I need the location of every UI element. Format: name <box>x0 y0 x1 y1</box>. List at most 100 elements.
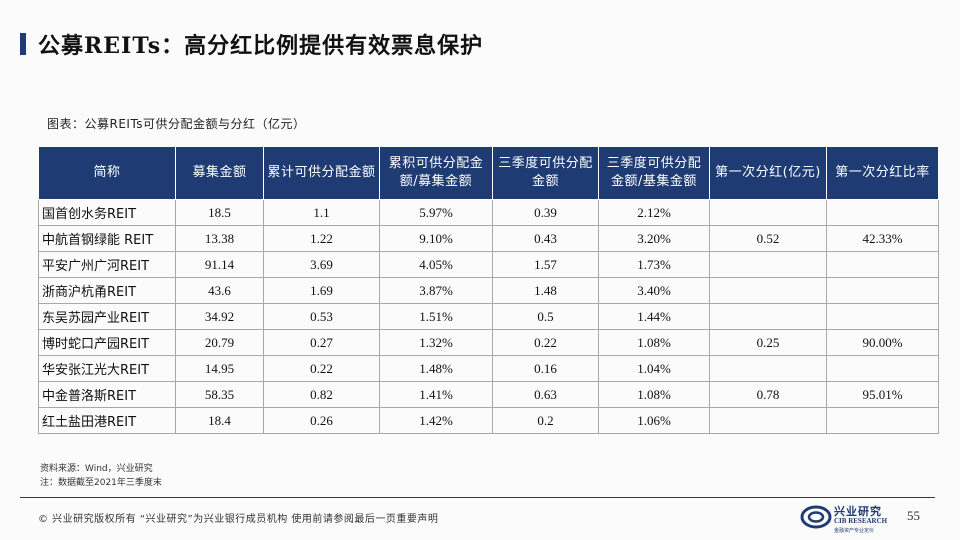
header-first-dividend-ratio: 第一次分红比率 <box>826 146 939 200</box>
cell-cumulative: 0.53 <box>263 303 380 330</box>
cell-cumulative: 0.82 <box>263 381 380 408</box>
table-row: 中航首钢绿能 REIT 13.38 1.22 9.10% 0.43 3.20% 0.52 42… <box>38 225 939 252</box>
reits-table: 简称 募集金额 累计可供分配金额 累积可供分配金额/募集金额 三季度可供分配金额… <box>38 146 939 434</box>
cell-q3-ratio: 1.08% <box>598 329 710 356</box>
cell-q3: 1.48 <box>492 277 599 304</box>
cib-logo-icon <box>800 505 832 529</box>
cell-first-dividend: 0.78 <box>709 381 827 408</box>
note-line: 注：数据截至2021年三季度末 <box>40 478 162 488</box>
cell-first-dividend-ratio <box>826 251 939 278</box>
logo-cn: 兴业研究 <box>834 505 882 518</box>
table-row: 中金普洛斯REIT 58.35 0.82 1.41% 0.63 1.08% 0.78 95.0… <box>38 381 939 408</box>
cell-cumulative: 1.69 <box>263 277 380 304</box>
cell-raised: 20.79 <box>175 329 264 356</box>
table-caption: 图表：公募REITs可供分配金额与分红（亿元） <box>47 117 306 131</box>
cell-name: 中航首钢绿能 REIT <box>38 225 176 252</box>
source-line: 资料来源：Wind，兴业研究 <box>40 464 153 474</box>
header-q3-distributable: 三季度可供分配金额 <box>492 146 599 200</box>
cell-cumulative-ratio: 1.42% <box>379 407 493 434</box>
cell-q3-ratio: 1.73% <box>598 251 710 278</box>
cell-q3: 0.39 <box>492 199 599 226</box>
cell-first-dividend-ratio <box>826 355 939 382</box>
cell-q3-ratio: 1.04% <box>598 355 710 382</box>
table-body: 国首创水务REIT 18.5 1.1 5.97% 0.39 2.12% 中航首钢绿能 REI… <box>38 199 939 434</box>
cell-raised: 18.4 <box>175 407 264 434</box>
cell-cumulative-ratio: 4.05% <box>379 251 493 278</box>
cell-name: 国首创水务REIT <box>38 199 176 226</box>
table-header-row: 简称 募集金额 累计可供分配金额 累积可供分配金额/募集金额 三季度可供分配金额… <box>38 146 939 200</box>
page-title: 公募REITs：高分红比例提供有效票息保护 <box>38 33 484 59</box>
logo-sub: 金融资产专业定价 <box>834 528 875 534</box>
cell-q3-ratio: 1.06% <box>598 407 710 434</box>
cell-cumulative-ratio: 1.51% <box>379 303 493 330</box>
cell-first-dividend <box>709 355 827 382</box>
cell-cumulative-ratio: 1.48% <box>379 355 493 382</box>
cell-raised: 14.95 <box>175 355 264 382</box>
source-note: 资料来源：Wind，兴业研究 注：数据截至2021年三季度末 <box>40 462 162 490</box>
footer-divider <box>20 497 935 498</box>
table-row: 东吴苏园产业REIT 34.92 0.53 1.51% 0.5 1.44% <box>38 303 939 330</box>
table-row: 红土盐田港REIT 18.4 0.26 1.42% 0.2 1.06% <box>38 407 939 434</box>
cell-name: 华安张江光大REIT <box>38 355 176 382</box>
cell-cumulative: 0.27 <box>263 329 380 356</box>
cell-name: 浙商沪杭甬REIT <box>38 277 176 304</box>
cell-name: 平安广州广河REIT <box>38 251 176 278</box>
reits-table-container: 简称 募集金额 累计可供分配金额 累积可供分配金额/募集金额 三季度可供分配金额… <box>38 146 939 434</box>
cell-raised: 91.14 <box>175 251 264 278</box>
header-name: 简称 <box>38 146 176 200</box>
cell-first-dividend <box>709 251 827 278</box>
cell-cumulative-ratio: 5.97% <box>379 199 493 226</box>
cell-name: 博时蛇口产园REIT <box>38 329 176 356</box>
cell-q3-ratio: 2.12% <box>598 199 710 226</box>
table-row: 华安张江光大REIT 14.95 0.22 1.48% 0.16 1.04% <box>38 355 939 382</box>
cell-first-dividend-ratio: 95.01% <box>826 381 939 408</box>
cell-first-dividend <box>709 199 827 226</box>
cell-cumulative-ratio: 9.10% <box>379 225 493 252</box>
table-row: 浙商沪杭甬REIT 43.6 1.69 3.87% 1.48 3.40% <box>38 277 939 304</box>
header-cumulative-ratio: 累积可供分配金额/募集金额 <box>379 146 493 200</box>
cell-q3: 0.2 <box>492 407 599 434</box>
cell-first-dividend: 0.25 <box>709 329 827 356</box>
cell-cumulative: 0.22 <box>263 355 380 382</box>
cell-q3: 0.43 <box>492 225 599 252</box>
cell-q3: 0.16 <box>492 355 599 382</box>
cell-name: 东吴苏园产业REIT <box>38 303 176 330</box>
cell-cumulative: 1.22 <box>263 225 380 252</box>
cell-cumulative-ratio: 1.32% <box>379 329 493 356</box>
cell-first-dividend-ratio <box>826 277 939 304</box>
cell-q3-ratio: 3.20% <box>598 225 710 252</box>
cell-first-dividend <box>709 303 827 330</box>
title-accent-bar <box>20 33 26 55</box>
logo-en: CIB RESEARCH <box>834 517 888 525</box>
header-raised-amount: 募集金额 <box>175 146 264 200</box>
cell-q3: 1.57 <box>492 251 599 278</box>
table-row: 国首创水务REIT 18.5 1.1 5.97% 0.39 2.12% <box>38 199 939 226</box>
cell-name: 红土盐田港REIT <box>38 407 176 434</box>
cell-raised: 18.5 <box>175 199 264 226</box>
header-q3-ratio: 三季度可供分配金额/基集金额 <box>598 146 710 200</box>
cell-first-dividend <box>709 277 827 304</box>
cell-first-dividend-ratio: 42.33% <box>826 225 939 252</box>
cell-cumulative: 1.1 <box>263 199 380 226</box>
cell-first-dividend: 0.52 <box>709 225 827 252</box>
cell-name: 中金普洛斯REIT <box>38 381 176 408</box>
cell-cumulative-ratio: 3.87% <box>379 277 493 304</box>
cell-q3: 0.22 <box>492 329 599 356</box>
cell-cumulative: 0.26 <box>263 407 380 434</box>
cell-first-dividend-ratio <box>826 303 939 330</box>
table-row: 平安广州广河REIT 91.14 3.69 4.05% 1.57 1.73% <box>38 251 939 278</box>
cell-q3: 0.63 <box>492 381 599 408</box>
cell-raised: 13.38 <box>175 225 264 252</box>
header-first-dividend: 第一次分红(亿元) <box>709 146 827 200</box>
cell-first-dividend-ratio <box>826 199 939 226</box>
page-number: 55 <box>907 508 920 523</box>
table-row: 博时蛇口产园REIT 20.79 0.27 1.32% 0.22 1.08% 0.25 90.… <box>38 329 939 356</box>
cell-first-dividend-ratio <box>826 407 939 434</box>
cell-cumulative-ratio: 1.41% <box>379 381 493 408</box>
cell-raised: 58.35 <box>175 381 264 408</box>
cell-first-dividend <box>709 407 827 434</box>
cell-q3-ratio: 1.44% <box>598 303 710 330</box>
header-cumulative-distributable: 累计可供分配金额 <box>263 146 380 200</box>
cell-cumulative: 3.69 <box>263 251 380 278</box>
